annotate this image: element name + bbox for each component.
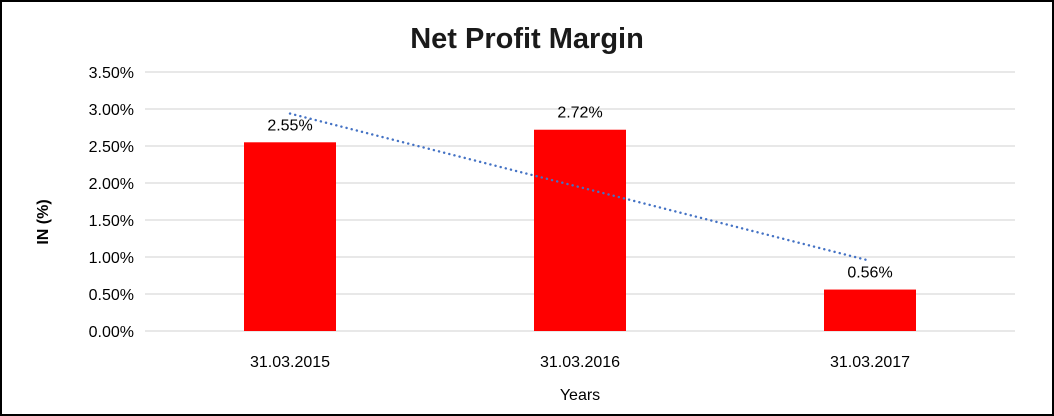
x-tick-label: 31.03.2016 [540,354,620,371]
x-tick-label: 31.03.2017 [830,354,910,371]
bar-data-label: 2.55% [267,117,312,134]
y-tick-label: 2.00% [89,176,134,193]
bar [534,129,626,331]
bar-data-label: 2.72% [557,105,602,122]
y-tick-label: 0.50% [89,287,134,304]
y-tick-label: 3.50% [89,65,134,82]
y-tick-label: 2.50% [89,139,134,156]
y-tick-label: 3.00% [89,102,134,119]
bar [824,289,916,331]
y-tick-label: 0.00% [89,324,134,341]
chart-title: Net Profit Margin [410,23,644,55]
y-tick-label: 1.00% [89,250,134,267]
x-tick-label: 31.03.2015 [250,354,330,371]
trendline [288,112,872,263]
y-tick-label: 1.50% [89,213,134,230]
bar [244,142,336,331]
x-axis-title: Years [559,387,601,404]
bar-data-label: 0.56% [847,265,892,282]
